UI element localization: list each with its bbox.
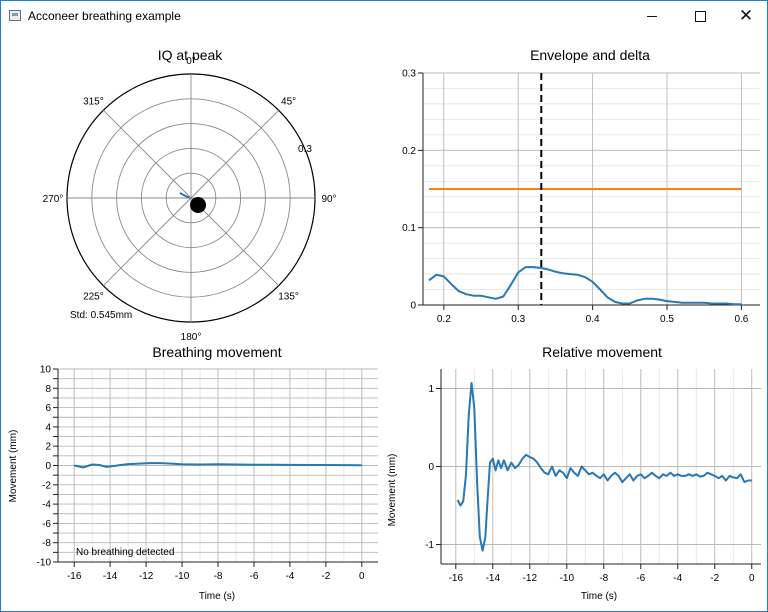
breath-x-tick-label: -12 [139, 571, 154, 582]
title-bar[interactable]: Acconeer breathing example ✕ [1, 1, 767, 31]
rel-x-tick-label: -4 [673, 573, 682, 584]
breath-y-tick-label: 8 [45, 384, 51, 395]
rel-plot: -16 -14 -12 -10 -8 -6 -4 -2 0-101 [425, 369, 761, 584]
app-icon [9, 10, 21, 21]
env-x-tick-label: 0.2 [437, 314, 451, 325]
iq-peak-point [190, 197, 207, 214]
rel-x-tick-label: -10 [560, 573, 575, 584]
rel-title: Relative movement [542, 344, 662, 360]
iq-angle-label: 45° [281, 96, 296, 107]
iq-panel: IQ at peak 0°45°90°135°180°225°270°315° … [43, 47, 337, 343]
breath-x-tick-label: -8 [214, 571, 223, 582]
rel-x-tick-label: -16 [449, 573, 464, 584]
env-x-tick-label: 0.4 [586, 314, 600, 325]
minimize-button[interactable] [629, 1, 675, 31]
iq-spoke [190, 110, 279, 199]
window-title: Acconeer breathing example [28, 9, 181, 23]
rel-series-relative [456, 382, 752, 552]
iq-polar-grid [66, 73, 316, 323]
env-y-tick-label: 0.3 [402, 69, 416, 80]
minimize-icon [647, 15, 657, 17]
breath-annotation: No breathing detected [76, 547, 174, 558]
rel-y-tick-label: -1 [425, 540, 434, 551]
env-y-tick-label: 0.1 [402, 223, 416, 234]
iq-angle-label: 0° [186, 56, 196, 67]
breath-x-tick-label: -4 [285, 571, 294, 582]
iq-data [179, 192, 207, 214]
iq-trail [179, 192, 191, 199]
breath-x-tick-label: -2 [321, 571, 330, 582]
iq-std-text: Std: 0.545mm [70, 310, 132, 321]
breath-title: Breathing movement [152, 344, 281, 360]
rel-x-tick-label: -6 [636, 573, 645, 584]
env-plot: 0.2 0.3 0.4 0.5 0.6 0 0.1 0.2 0.3 [402, 69, 760, 325]
iq-angle-label: 90° [321, 194, 336, 205]
breath-y-tick-label: -4 [42, 500, 51, 511]
breath-x-tick-label: -16 [67, 571, 82, 582]
env-y-tick-label: 0.2 [402, 146, 416, 157]
env-title: Envelope and delta [530, 47, 650, 63]
iq-angle-label: 225° [83, 292, 104, 303]
iq-angle-label: 135° [278, 292, 299, 303]
rel-panel: Relative movement -16 -14 -12 -10 -8 -6 -4 -2 0-… [387, 344, 761, 602]
breath-x-tick-label: -14 [103, 571, 118, 582]
breath-ylabel: Movement (mm) [8, 430, 19, 503]
breath-x-tick-label: 0 [359, 571, 365, 582]
rel-x-tick-label: -8 [599, 573, 608, 584]
env-series-envelope [428, 266, 742, 306]
breath-y-tick-label: 0 [45, 461, 51, 472]
breath-y-tick-label: -8 [42, 538, 51, 549]
rel-x-tick-label: -12 [523, 573, 538, 584]
breath-plot: -16 -14 -12 -10 -8 -6 -4 -2 0 -10 -8 -6 -4 -2 0 2 4 6 8 10 [37, 365, 378, 582]
breath-y-tick-label: 4 [45, 422, 51, 433]
iq-angle-label: 180° [181, 332, 202, 343]
env-y-tick-label: 0 [410, 301, 416, 312]
env-x-tick-label: 0.3 [511, 314, 525, 325]
rel-x-tick-label: 0 [749, 573, 755, 584]
env-x-tick-label: 0.6 [734, 314, 748, 325]
breath-y-tick-label: 6 [45, 403, 51, 414]
iq-spoke [103, 110, 192, 199]
rel-y-tick-label: 0 [428, 462, 434, 473]
iq-radius-label: 0.3 [298, 144, 312, 155]
breath-panel: Breathing movement -16 -14 -12 -10 -8 -6 -4 -2 0… [8, 344, 378, 602]
breath-y-tick-label: 2 [45, 442, 51, 453]
maximize-icon [694, 10, 706, 22]
close-icon: ✕ [738, 5, 754, 26]
env-panel: Envelope and delta 0.2 0.3 0.4 0.5 0.600.10.… [402, 47, 760, 325]
iq-title: IQ at peak [158, 47, 224, 63]
rel-ylabel: Movement (mm) [387, 454, 398, 527]
breath-series-breathing [73, 462, 362, 469]
breath-x-tick-label: -6 [250, 571, 259, 582]
iq-spoke [190, 197, 279, 286]
close-button[interactable]: ✕ [723, 1, 768, 31]
rel-xlabel: Time (s) [581, 591, 617, 602]
breath-y-tick-label: -2 [42, 480, 51, 491]
breath-y-tick-label: 10 [40, 365, 52, 376]
iq-angle-label: 315° [83, 96, 104, 107]
rel-x-tick-label: -2 [710, 573, 719, 584]
iq-angle-labels: 0° 45° 90° 135° 180° 225° 270° 315° [43, 56, 337, 343]
breath-xlabel: Time (s) [199, 591, 235, 602]
breath-y-tick-label: -10 [37, 558, 52, 569]
iq-angle-label: 270° [43, 194, 64, 205]
breath-y-tick-label: -6 [42, 519, 51, 530]
rel-y-tick-label: 1 [428, 384, 434, 395]
maximize-button[interactable] [677, 1, 723, 31]
env-x-tick-label: 0.5 [660, 314, 674, 325]
breath-x-tick-label: -10 [175, 571, 190, 582]
iq-spoke [103, 197, 192, 286]
rel-x-tick-label: -14 [486, 573, 501, 584]
